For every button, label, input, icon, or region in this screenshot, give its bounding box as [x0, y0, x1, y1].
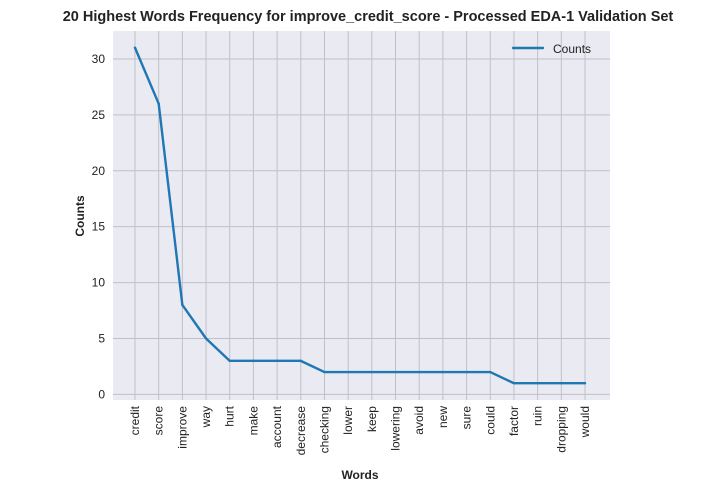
x-tick-label: avoid [412, 406, 426, 435]
y-tick-label: 30 [92, 52, 106, 66]
data-point [536, 382, 539, 385]
x-tick-label: decrease [294, 406, 308, 456]
data-point [560, 382, 563, 385]
data-point [181, 303, 184, 307]
x-tick-label: checking [317, 406, 331, 453]
x-tick-label: keep [365, 406, 379, 432]
data-point [323, 370, 326, 374]
data-point [512, 382, 516, 385]
x-tick-label: ruin [531, 406, 545, 426]
data-point [489, 370, 492, 374]
y-tick-label: 5 [98, 332, 105, 346]
data-point [133, 46, 137, 49]
x-tick-label: score [152, 406, 166, 436]
legend: Counts [511, 42, 591, 56]
x-tick-label: could [483, 406, 497, 435]
data-point [157, 102, 160, 105]
data-point [252, 359, 255, 363]
y-axis: 0 5 10 15 20 25 30 [92, 52, 106, 401]
x-tick-label: make [246, 406, 260, 436]
data-point [394, 370, 397, 374]
x-tick-label: would [578, 406, 592, 438]
data-point [465, 370, 468, 374]
plot-area [113, 31, 610, 400]
data-point [275, 359, 279, 363]
x-tick-label: way [199, 406, 213, 428]
x-tick-label: lower [341, 406, 355, 435]
data-point [228, 359, 231, 363]
y-tick-label: 15 [92, 220, 106, 234]
data-point [583, 382, 587, 385]
data-point [204, 337, 208, 340]
x-tick-label: lowering [389, 406, 403, 451]
y-tick-label: 20 [92, 164, 106, 178]
series-line-counts [133, 46, 587, 385]
x-tick-label: credit [128, 405, 142, 435]
data-point [441, 370, 445, 374]
legend-label: Counts [553, 42, 591, 56]
x-axis: credit score improve way hurt make account decr… [128, 405, 592, 455]
y-axis-label: Counts [73, 195, 87, 237]
data-point [346, 370, 350, 374]
x-axis-label: Words [341, 468, 378, 482]
grid-lines [113, 31, 610, 400]
data-point [370, 370, 374, 374]
x-tick-label: account [270, 405, 284, 448]
x-tick-label: new [436, 406, 450, 428]
data-point [418, 370, 421, 374]
x-tick-label: hurt [223, 405, 237, 426]
x-tick-label: sure [460, 406, 474, 430]
x-tick-label: dropping [554, 406, 568, 453]
data-points [133, 46, 587, 385]
x-tick-label: improve [175, 406, 189, 449]
data-point [299, 359, 302, 363]
y-tick-label: 25 [92, 108, 106, 122]
y-tick-label: 10 [92, 276, 106, 290]
x-tick-label: factor [507, 406, 521, 436]
y-tick-label: 0 [98, 387, 105, 401]
chart-title: 20 Highest Words Frequency for improve_c… [63, 9, 674, 25]
